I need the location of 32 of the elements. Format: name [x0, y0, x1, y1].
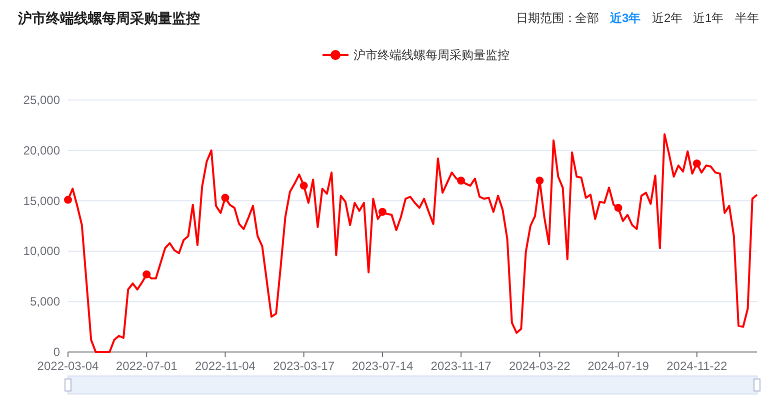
- point: [378, 208, 386, 216]
- point: [457, 176, 466, 185]
- point: [142, 270, 151, 278]
- y-tick-label: 10,000: [23, 244, 60, 258]
- legend-label: 沪市终端线螺每周采购量监控: [354, 48, 510, 62]
- x-tick-label: 2024-11-22: [666, 359, 728, 373]
- y-tick-label: 25,000: [23, 93, 60, 107]
- point: [221, 194, 230, 202]
- point: [614, 204, 622, 212]
- y-tick-label: 15,000: [23, 194, 60, 208]
- text: 全部: [575, 11, 599, 25]
- point: [300, 182, 308, 190]
- y-tick-label: 5,000: [30, 294, 60, 309]
- x-tick-label: 2023-11-17: [430, 359, 492, 373]
- text: 近3年: [609, 11, 641, 25]
- x-tick-label: 2022-07-01: [116, 359, 178, 373]
- x-tick-label: 2023-07-14: [352, 359, 414, 373]
- text: 近2年: [652, 11, 683, 25]
- point: [64, 196, 72, 204]
- x-tick-label: 2022-03-04: [37, 359, 100, 373]
- text: 日期范围：: [516, 11, 576, 25]
- y-tick-label: 20,000: [23, 143, 60, 158]
- x-tick-label: 2024-07-19: [588, 359, 650, 373]
- point: [536, 176, 544, 185]
- x-tick-label: 2022-11-04: [194, 359, 256, 373]
- x-tick-label: 2024-03-22: [508, 359, 571, 373]
- text: 半年: [735, 11, 759, 25]
- y-tick-label: 0: [53, 345, 60, 359]
- point: [692, 160, 701, 168]
- x-tick-label: 2023-03-17: [273, 359, 335, 373]
- chart-title: 沪市终端线螺每周采购量监控: [17, 10, 200, 26]
- text: 近1年: [693, 11, 724, 25]
